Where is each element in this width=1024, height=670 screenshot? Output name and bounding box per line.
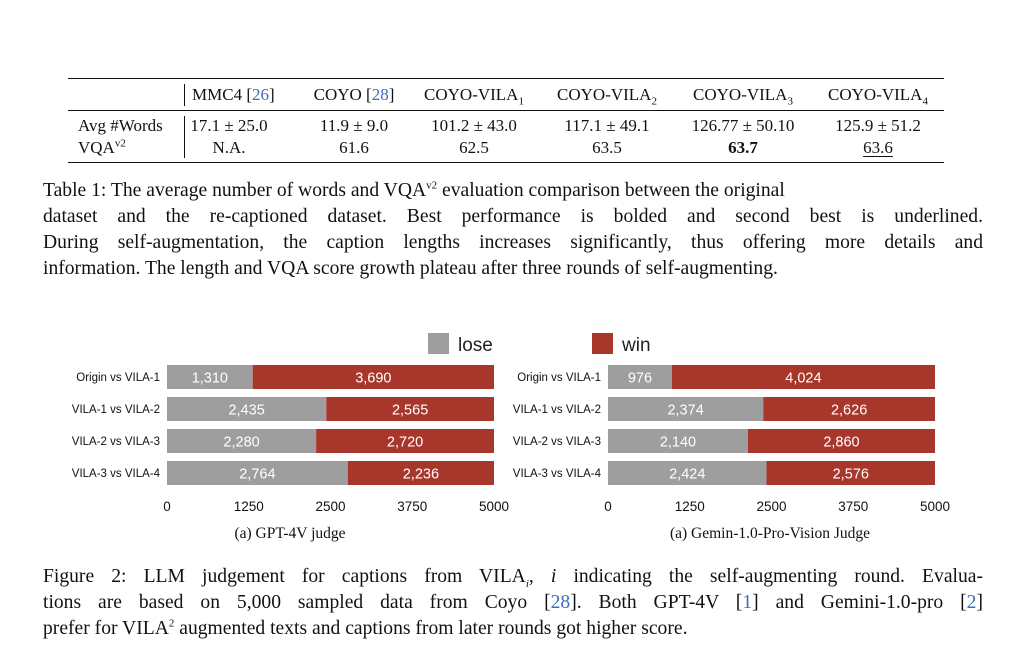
col-header-mmc4: MMC4 [26]	[192, 85, 275, 104]
x-tick-label: 3750	[838, 499, 868, 514]
category-label: VILA-1 vs VILA-2	[513, 404, 601, 416]
bar-lose	[608, 429, 748, 453]
category-label: VILA-3 vs VILA-4	[72, 468, 161, 480]
cell-words-vila3: 126.77 ± 50.10	[691, 116, 795, 135]
category-label: VILA-3 vs VILA-4	[513, 468, 602, 480]
bar-lose-label: 2,435	[228, 403, 264, 419]
bar-win-label: 2,576	[833, 467, 869, 483]
col-header-coyo-vila4: COYO-VILA4	[828, 85, 928, 108]
table-mid-rule	[68, 110, 944, 111]
x-tick-label: 5000	[479, 499, 509, 514]
legend-lose-label: lose	[458, 335, 493, 356]
bar-win-label: 2,236	[403, 467, 439, 483]
legend-lose-swatch	[428, 333, 449, 354]
cell-words-vila1: 101.2 ± 43.0	[431, 116, 517, 135]
chart-b-caption: (a) Gemin-1.0-Pro-Vision Judge	[669, 525, 871, 542]
cell-words-coyo: 11.9 ± 9.0	[319, 116, 389, 135]
table-bottom-rule	[68, 162, 944, 163]
cell-vqa-coyo: 61.6	[339, 138, 369, 157]
bar-lose	[167, 429, 317, 453]
bar-win-label: 2,720	[387, 435, 423, 451]
category-label: VILA-2 vs VILA-3	[513, 436, 601, 448]
bar-win-label: 4,024	[785, 371, 821, 387]
category-label: Origin vs VILA-1	[76, 372, 160, 384]
x-tick-label: 2500	[315, 499, 345, 514]
table-caption-line-4: information. The length and VQA score gr…	[43, 258, 778, 279]
bar-lose-label: 2,764	[239, 467, 275, 483]
figure-caption-line-1: Figure 2: LLM judgement for captions fro…	[43, 566, 983, 590]
cell-words-vila2: 117.1 ± 49.1	[564, 116, 650, 135]
bar-win-label: 3,690	[355, 371, 391, 387]
table-body-separator	[184, 116, 185, 158]
cell-vqa-vila4-second: 63.6	[863, 138, 893, 157]
bar-win-label: 2,860	[823, 435, 859, 451]
cell-vqa-vila3-best: 63.7	[728, 138, 758, 157]
cell-vqa-mmc4: N.A.	[212, 138, 246, 157]
bar-lose	[167, 461, 348, 485]
bar-lose-label: 2,140	[660, 435, 696, 451]
x-tick-label: 0	[604, 499, 612, 514]
col-header-coyo: COYO [28]	[313, 85, 395, 104]
table-caption-line-2: dataset and the re-captioned dataset. Be…	[43, 206, 983, 227]
cell-vqa-vila1: 62.5	[459, 138, 489, 157]
bar-win-label: 2,565	[392, 403, 428, 419]
bar-win	[763, 397, 935, 421]
legend-win-swatch	[592, 333, 613, 354]
category-label: VILA-2 vs VILA-3	[72, 436, 160, 448]
bar-lose	[167, 365, 253, 389]
judge-comparison-charts: lose win Origin vs VILA-1 1,310 3,690 VILA-…	[72, 333, 950, 514]
col-header-coyo-vila2: COYO-VILA2	[557, 85, 657, 108]
row-label-avg-words: Avg #Words	[78, 116, 163, 135]
x-tick-label: 1250	[234, 499, 264, 514]
bar-win	[766, 461, 935, 485]
bar-win	[747, 429, 935, 453]
bar-win	[316, 429, 494, 453]
x-tick-label: 1250	[675, 499, 705, 514]
x-tick-label: 2500	[756, 499, 786, 514]
chart-a-caption: (a) GPT-4V judge	[234, 525, 346, 542]
bar-lose-label: 976	[628, 371, 652, 387]
bar-win	[252, 365, 494, 389]
col-header-coyo-vila1: COYO-VILA1	[424, 85, 524, 108]
cell-words-mmc4: 17.1 ± 25.0	[190, 116, 268, 135]
bar-win-label: 2,626	[831, 403, 867, 419]
x-tick-label: 5000	[920, 499, 950, 514]
bar-lose	[167, 397, 327, 421]
figure-caption-line-2: tions are based on 5,000 sampled data fr…	[43, 592, 983, 613]
col-header-coyo-vila3: COYO-VILA3	[693, 85, 793, 108]
bar-lose	[608, 461, 767, 485]
bar-lose	[608, 397, 764, 421]
bar-win	[326, 397, 494, 421]
cell-vqa-vila2: 63.5	[592, 138, 622, 157]
table-caption-line-1: Table 1: The average number of words and…	[43, 179, 785, 201]
table-caption-line-3: During self-augmentation, the caption le…	[43, 232, 983, 253]
figure-caption: Figure 2: LLM judgement for captions fro…	[43, 564, 983, 642]
bar-lose-label: 2,280	[223, 435, 259, 451]
table-top-rule	[68, 78, 944, 79]
cell-words-vila4: 125.9 ± 51.2	[835, 116, 921, 135]
row-label-vqa: VQAv2	[78, 137, 126, 157]
x-tick-label: 3750	[397, 499, 427, 514]
figure-caption-line-3: prefer for VILA2 augmented texts and cap…	[43, 617, 688, 639]
table-header-separator	[184, 84, 185, 106]
legend-win-label: win	[621, 335, 651, 356]
bar-win	[671, 365, 935, 389]
category-label: VILA-1 vs VILA-2	[72, 404, 160, 416]
category-label: Origin vs VILA-1	[517, 372, 601, 384]
bar-lose-label: 2,424	[669, 467, 705, 483]
bar-lose-label: 1,310	[192, 371, 228, 387]
table-caption: Table 1: The average number of words and…	[43, 178, 983, 282]
bar-win	[347, 461, 494, 485]
bar-lose	[608, 365, 672, 389]
bar-lose-label: 2,374	[667, 403, 703, 419]
x-tick-label: 0	[163, 499, 171, 514]
